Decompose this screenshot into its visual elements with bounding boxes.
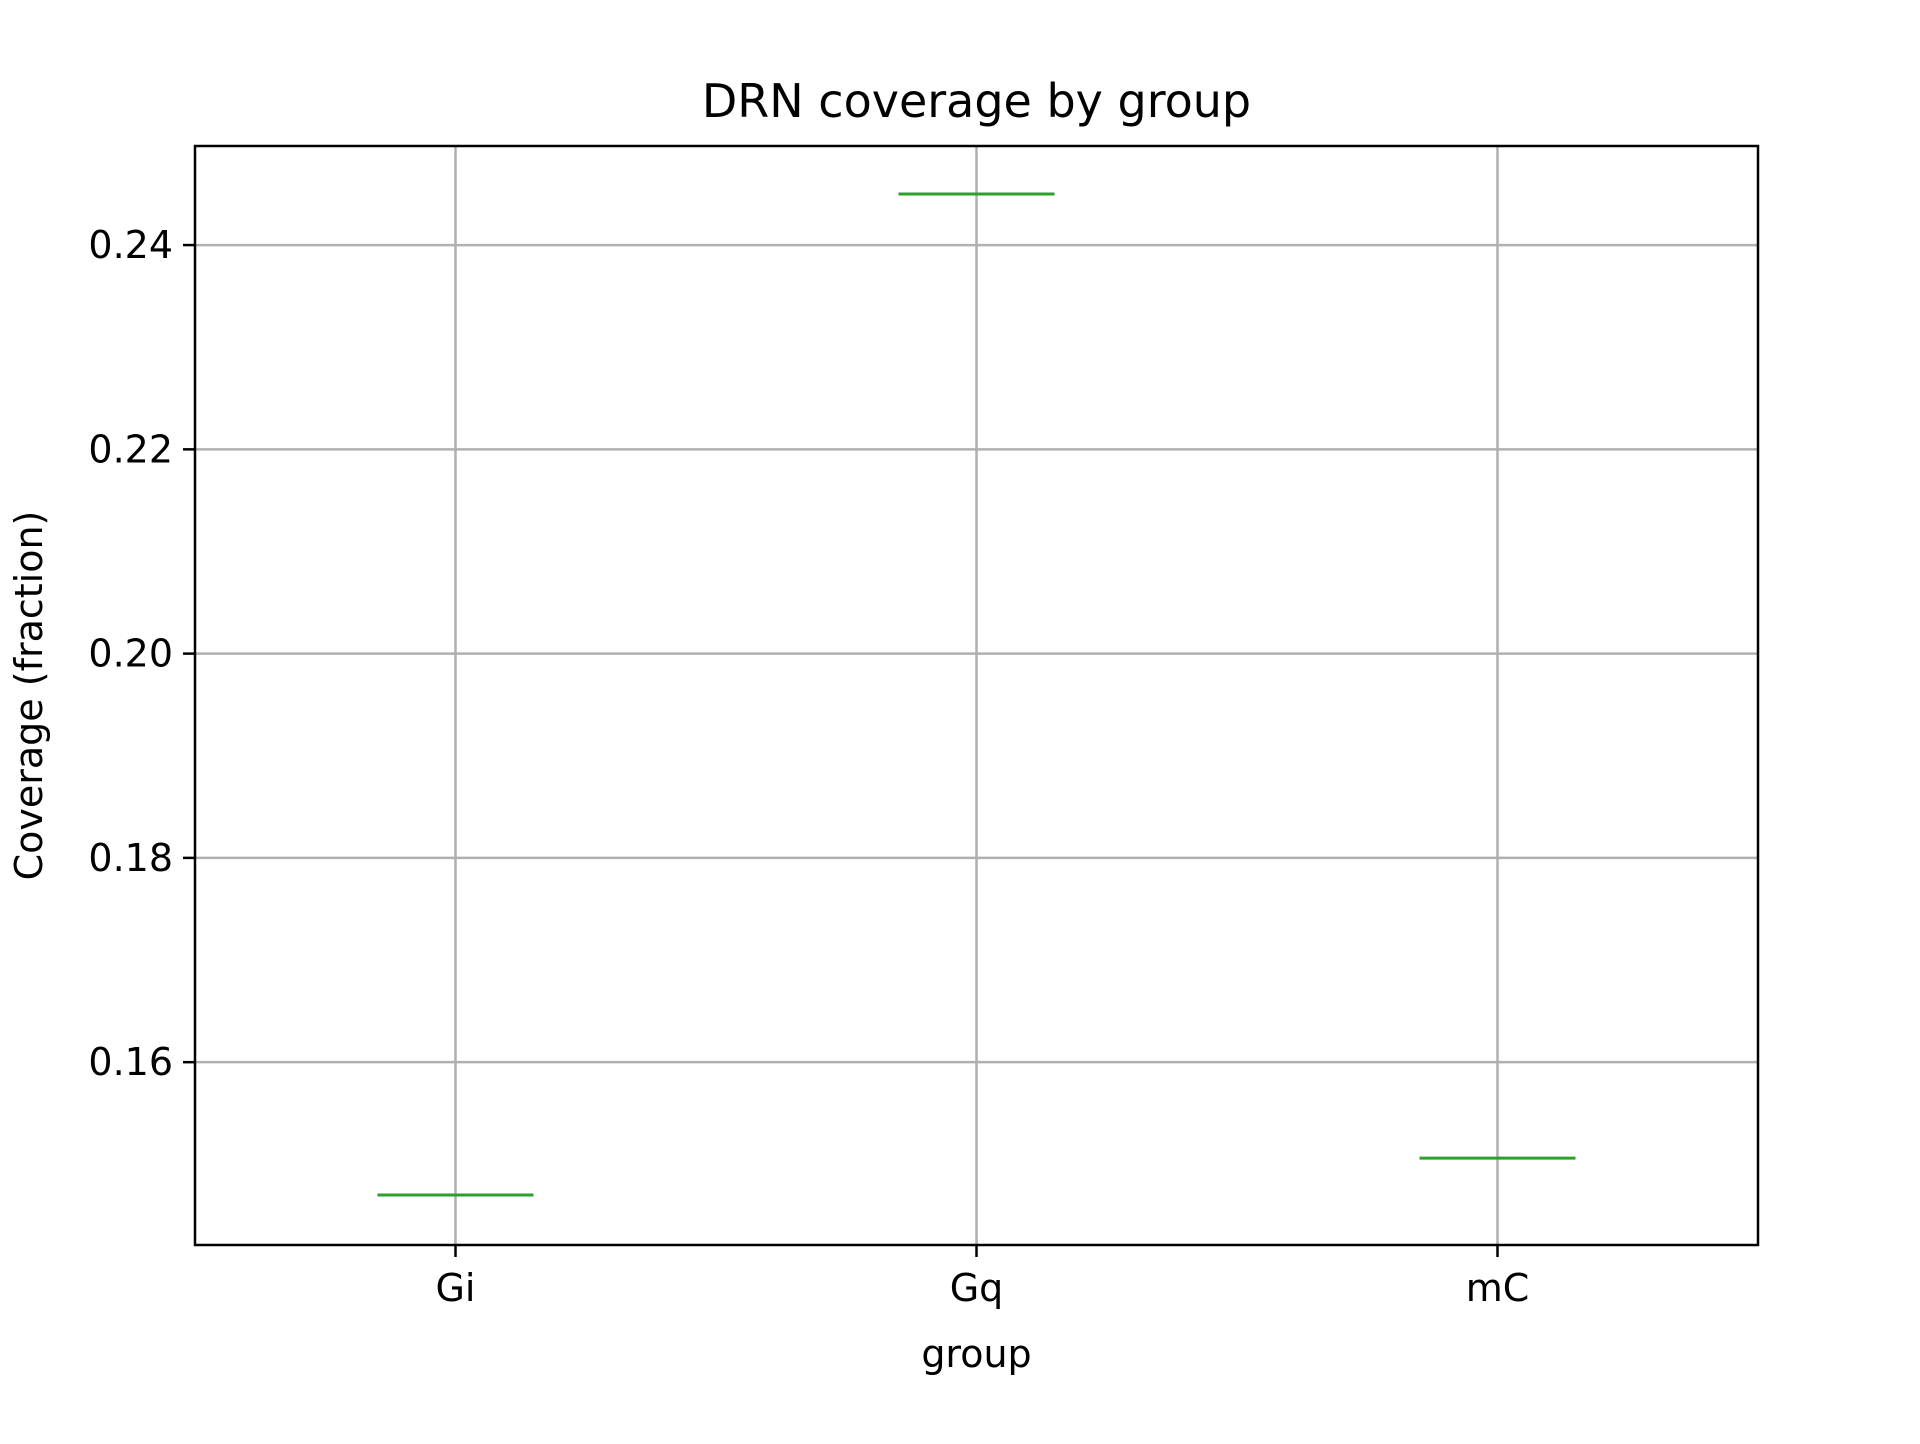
y-axis-label: Coverage (fraction)	[7, 511, 51, 881]
y-tick-label-0.24: 0.24	[88, 223, 173, 267]
x-axis-label: group	[921, 1332, 1031, 1376]
axis-ticks: Gi Gq mC 0.16 0.18 0.20 0.22 0.24	[88, 223, 1529, 1310]
y-tick-label-0.22: 0.22	[88, 427, 173, 471]
median-marks	[377, 192, 1576, 1197]
grid-lines	[195, 146, 1758, 1245]
x-tick-label-mC: mC	[1466, 1266, 1530, 1310]
y-tick-label-0.16: 0.16	[88, 1040, 173, 1084]
x-tick-label-Gi: Gi	[435, 1266, 475, 1310]
y-tick-label-0.20: 0.20	[88, 632, 173, 676]
y-tick-label-0.18: 0.18	[88, 836, 173, 880]
x-tick-label-Gq: Gq	[950, 1266, 1004, 1310]
chart-title: DRN coverage by group	[702, 74, 1251, 128]
